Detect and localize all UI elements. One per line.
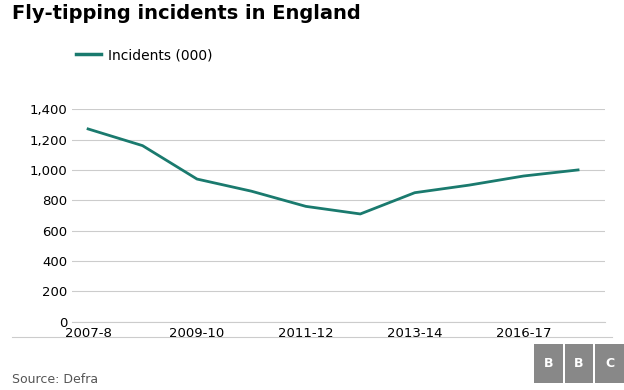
Text: Source: Defra: Source: Defra — [12, 373, 99, 386]
Text: C: C — [605, 357, 614, 370]
Text: B: B — [574, 357, 584, 370]
Text: Fly-tipping incidents in England: Fly-tipping incidents in England — [12, 4, 361, 23]
Legend: Incidents (000): Incidents (000) — [76, 48, 213, 62]
Text: B: B — [544, 357, 553, 370]
